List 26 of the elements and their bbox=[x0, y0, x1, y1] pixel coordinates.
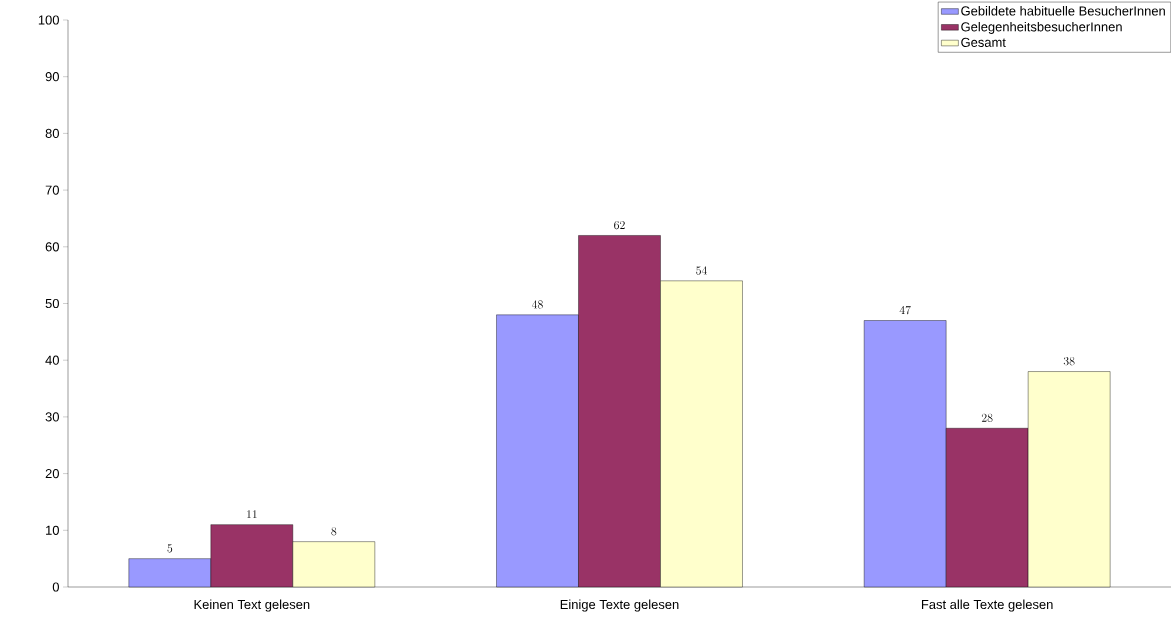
x-tick-label: Keinen Text gelesen bbox=[194, 599, 310, 612]
y-tick-label: 70 bbox=[45, 185, 59, 195]
data-label: 11 bbox=[247, 510, 257, 519]
x-tick-label: Fast alle Texte gelesen bbox=[921, 599, 1053, 612]
y-tick-label: 50 bbox=[45, 298, 59, 309]
y-tick-label: 20 bbox=[45, 469, 59, 479]
data-label: 8 bbox=[331, 527, 337, 536]
legend-label: GelegenheitsbesucherInnen bbox=[961, 21, 1122, 34]
y-tick-label: 0 bbox=[52, 582, 59, 592]
x-tick-label: Einige Texte gelesen bbox=[560, 599, 679, 612]
data-label: 62 bbox=[614, 220, 625, 230]
y-tick-label: 30 bbox=[45, 412, 59, 422]
data-label: 54 bbox=[696, 266, 707, 275]
y-tick-label: 80 bbox=[45, 128, 59, 138]
data-label: 38 bbox=[1063, 357, 1075, 366]
legend-label: Gebildete habituelle BesucherInnen bbox=[961, 6, 1165, 16]
legend-label: Gesamt bbox=[961, 37, 1006, 47]
data-label: 48 bbox=[531, 300, 543, 309]
y-tick-label: 40 bbox=[45, 355, 59, 365]
data-label: 47 bbox=[899, 305, 911, 315]
y-tick-label: 60 bbox=[45, 242, 59, 252]
data-label: 5 bbox=[167, 544, 173, 553]
y-tick-label: 100 bbox=[38, 15, 59, 25]
y-tick-label: 10 bbox=[46, 525, 59, 535]
data-label: 28 bbox=[981, 413, 993, 422]
y-tick-label: 90 bbox=[45, 72, 59, 82]
